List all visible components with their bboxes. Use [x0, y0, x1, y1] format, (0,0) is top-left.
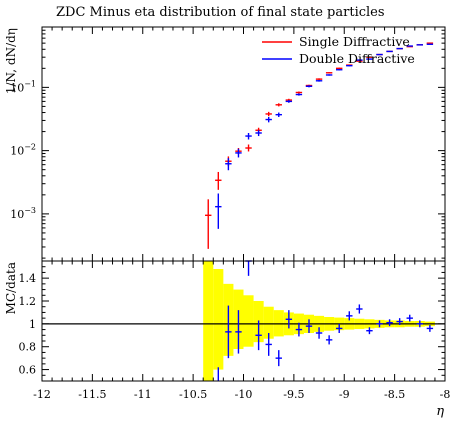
main-y-tick-label: 10−3 — [10, 206, 36, 221]
chart-title: ZDC Minus eta distribution of final stat… — [56, 5, 385, 20]
ratio-point — [406, 314, 413, 322]
ratio-point — [356, 304, 363, 314]
data-point — [396, 47, 403, 50]
series-single-diffractive — [205, 42, 434, 249]
uncertainty-band-bin — [263, 306, 274, 339]
x-axis-label: η — [436, 404, 444, 419]
x-tick-label: -10 — [235, 388, 253, 401]
legend-entry-double-diffractive: Double Diffractive — [262, 51, 415, 66]
data-point — [225, 158, 232, 171]
data-point — [215, 171, 222, 190]
ratio-x-ticks: -12 -11.5 -11 -10.5 -10 -9.5 -9 -8.5 -8 — [33, 261, 450, 401]
main-marks — [205, 42, 434, 249]
data-point — [245, 144, 252, 152]
uncertainty-band-bin — [203, 261, 214, 381]
main-y-ticks: 10−3 10−2 10−1 — [10, 26, 445, 259]
ratio-point — [275, 350, 282, 367]
ratio-y-tick-label: 1 — [29, 318, 36, 331]
data-point — [416, 44, 424, 46]
ratio-y-tick-label: 1.4 — [19, 272, 37, 285]
data-point — [356, 59, 363, 61]
data-point — [265, 117, 272, 123]
ratio-point — [366, 327, 373, 335]
data-point — [406, 45, 413, 47]
uncertainty-band-bin — [213, 269, 224, 370]
ratio-point — [295, 322, 303, 337]
data-point — [325, 72, 333, 74]
ratio-point — [426, 325, 434, 332]
data-point — [275, 112, 282, 118]
data-point — [275, 103, 282, 107]
x-tick-label: -8.5 — [384, 388, 405, 401]
ratio-y-tick-label: 1.2 — [19, 295, 37, 308]
legend-label-single-diffractive: Single Diffractive — [299, 34, 410, 49]
data-point — [315, 78, 323, 80]
data-point — [366, 58, 373, 60]
ratio-point — [336, 323, 343, 333]
ratio-y-axis-label: MC/data — [4, 262, 18, 314]
ratio-point — [346, 311, 353, 321]
ratio-point — [255, 320, 262, 351]
data-point — [235, 148, 242, 158]
ratio-point — [225, 305, 232, 359]
data-point — [205, 199, 212, 249]
main-y-tick-label: 10−2 — [10, 143, 36, 158]
x-tick-label: -12 — [33, 388, 51, 401]
uncertainty-band-bin — [243, 295, 254, 347]
x-tick-label: -11 — [134, 388, 152, 401]
main-panel: 10−3 10−2 10−1 1/N, dN/dη Single Diffracti… — [4, 26, 446, 262]
data-point — [315, 79, 323, 82]
data-point — [376, 53, 383, 56]
ratio-frame — [41, 260, 446, 382]
ratio-point — [315, 327, 323, 339]
ratio-point — [285, 310, 293, 329]
ratio-point — [416, 320, 424, 328]
ratio-point — [235, 310, 242, 354]
data-point — [285, 100, 293, 103]
legend-label-double-diffractive: Double Diffractive — [299, 51, 415, 66]
ratio-y-tick-label: 0.6 — [19, 364, 37, 377]
ratio-point — [376, 320, 383, 328]
main-y-tick-label: 10−1 — [10, 79, 36, 94]
ratio-point — [396, 318, 403, 325]
x-tick-label: -8 — [440, 388, 451, 401]
legend: Single Diffractive Double Diffractive — [262, 34, 415, 66]
legend-entry-single-diffractive: Single Diffractive — [262, 34, 410, 49]
ratio-marks — [217, 260, 434, 381]
data-point — [325, 74, 333, 76]
ratio-point — [245, 260, 252, 276]
data-point — [336, 67, 343, 70]
ratio-point — [265, 333, 272, 356]
x-tick-label: -11.5 — [78, 388, 106, 401]
ratio-y-tick-label: 0.8 — [19, 341, 37, 354]
ratio-point — [325, 335, 333, 345]
data-point — [336, 69, 343, 71]
data-point — [386, 50, 393, 53]
x-tick-label: -9 — [339, 388, 350, 401]
data-point — [265, 111, 272, 117]
data-point — [426, 42, 434, 44]
data-point — [245, 132, 252, 140]
data-point — [366, 56, 373, 58]
data-point — [215, 193, 222, 229]
ratio-panel: 0.60.811.21.4 -12 -11.5 -11 -10.5 -10 -9.5 -9-… — [4, 260, 450, 419]
series-double-diffractive — [215, 43, 434, 229]
data-point — [295, 93, 303, 96]
data-point — [255, 130, 262, 137]
data-point — [305, 85, 313, 88]
ratio-point — [305, 319, 313, 333]
ratio-point — [386, 319, 393, 327]
x-tick-label: -10.5 — [179, 388, 207, 401]
data-point — [346, 65, 353, 67]
data-point — [295, 91, 303, 94]
x-tick-label: -9.5 — [283, 388, 304, 401]
main-y-axis-label: 1/N, dN/dη — [4, 28, 18, 94]
data-point — [426, 43, 434, 45]
ratio-y-ticks: 0.6 0.8 1 1.2 1.4 — [19, 260, 445, 382]
